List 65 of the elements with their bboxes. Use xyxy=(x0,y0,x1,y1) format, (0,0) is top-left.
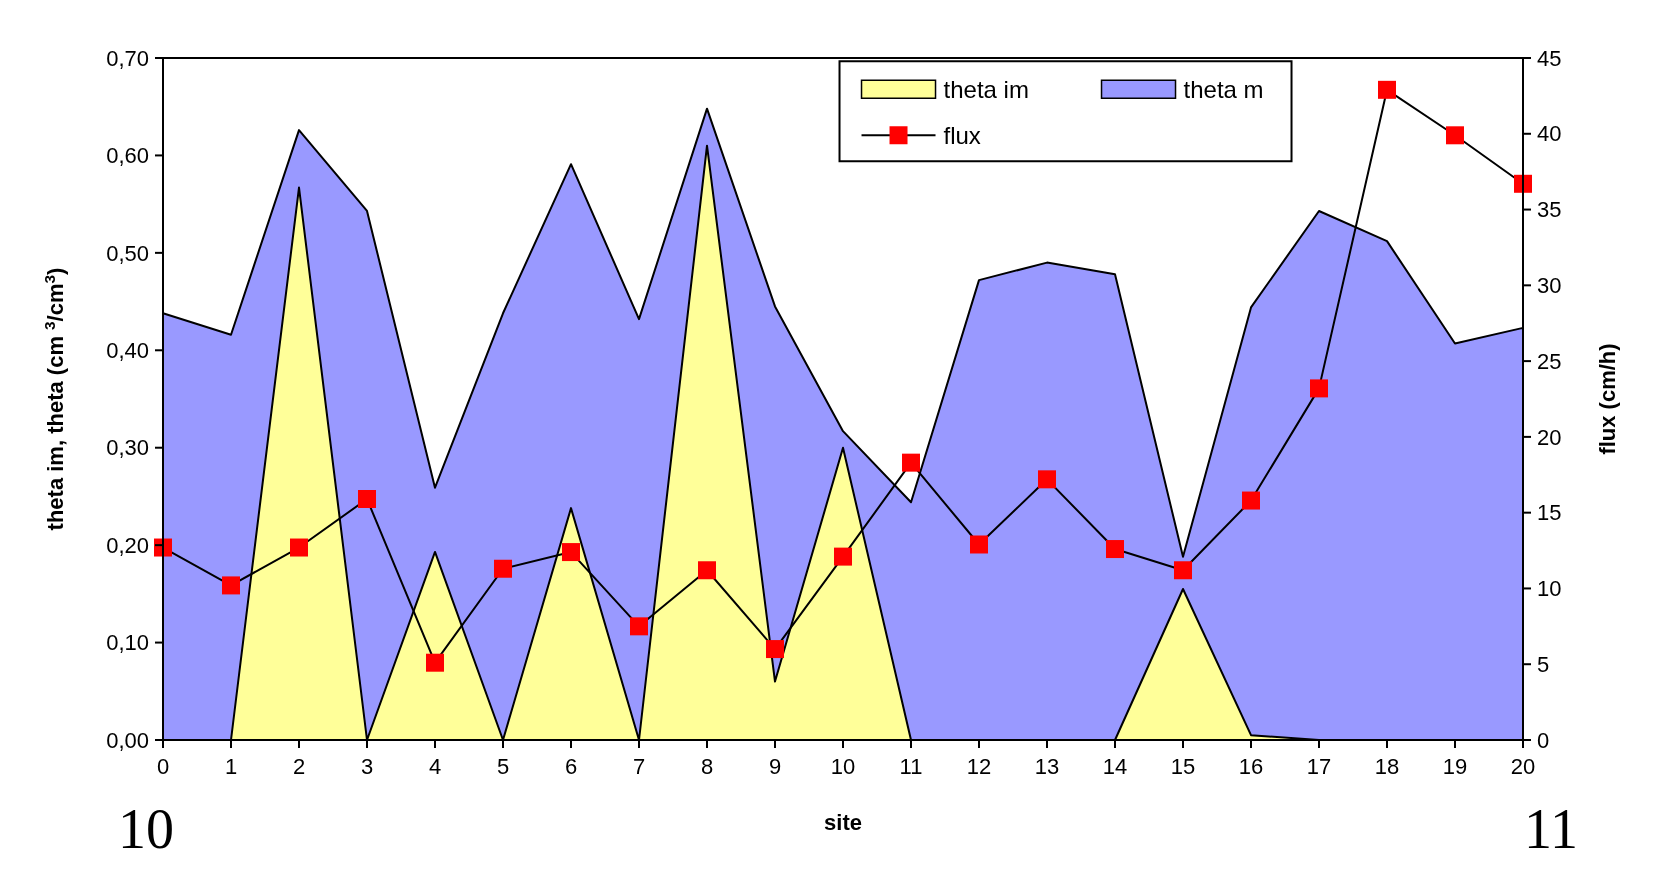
point xyxy=(426,653,444,672)
x-tick-label: 11 xyxy=(899,754,923,779)
point xyxy=(358,490,376,509)
x-tick-label: 7 xyxy=(632,754,646,779)
legend-label: theta im xyxy=(943,75,1029,103)
y2-tick-label: 5 xyxy=(1537,651,1550,677)
y2-tick-label: 15 xyxy=(1537,500,1562,526)
legend-label: flux xyxy=(943,121,981,149)
y-tick-label: 0,20 xyxy=(106,532,149,558)
x-tick-label: 14 xyxy=(1102,754,1128,779)
x-tick-label: 3 xyxy=(360,754,374,779)
y-tick-label: 0,00 xyxy=(106,727,149,753)
y2-tick-label: 0 xyxy=(1537,727,1550,753)
point xyxy=(630,617,648,636)
y2-tick-label: 25 xyxy=(1537,348,1562,374)
text: 10 xyxy=(118,798,174,860)
point xyxy=(222,576,240,595)
x-tick-label: 9 xyxy=(768,754,782,779)
x-tick-label: 1 xyxy=(224,754,238,779)
point xyxy=(1174,561,1192,580)
y2-tick-label: 30 xyxy=(1537,273,1562,299)
x-tick-label: 2 xyxy=(292,754,306,779)
y-tick-label: 0,70 xyxy=(106,45,149,71)
point xyxy=(562,543,580,562)
x-axis-title: site xyxy=(824,810,862,835)
x-tick-label: 16 xyxy=(1238,754,1264,779)
x-tick-label: 0 xyxy=(156,754,170,779)
y2-tick-label: 20 xyxy=(1537,424,1562,450)
y-tick-label: 0,60 xyxy=(106,143,149,169)
y-tick-label: 0,40 xyxy=(106,337,149,363)
y2-axis-title: flux (cm/h) xyxy=(1595,343,1620,455)
x-tick-label: 20 xyxy=(1510,754,1536,779)
x-tick-label: 18 xyxy=(1374,754,1400,779)
x-tick-label: 19 xyxy=(1442,754,1468,779)
text: 11 xyxy=(1524,798,1578,860)
y-tick-label: 0,50 xyxy=(106,240,149,266)
y2-tick-label: 10 xyxy=(1537,576,1562,602)
x-tick-label: 6 xyxy=(564,754,578,779)
point xyxy=(1242,491,1260,510)
y2-tick-label: 45 xyxy=(1537,45,1562,71)
x-tick-label: 10 xyxy=(830,754,856,779)
point xyxy=(970,535,988,554)
point xyxy=(766,640,784,659)
x-tick-label: 15 xyxy=(1170,754,1196,779)
point xyxy=(902,453,920,472)
point xyxy=(698,561,716,580)
legend-label: theta m xyxy=(1183,75,1264,103)
point xyxy=(1106,540,1124,559)
point xyxy=(290,538,308,557)
x-tick-label: 13 xyxy=(1034,754,1060,779)
y-tick-label: 0,10 xyxy=(106,630,149,656)
x-tick-label: 5 xyxy=(496,754,510,779)
x-tick-label: 4 xyxy=(428,754,442,779)
y-tick-label: 0,30 xyxy=(106,435,149,461)
x-tick-label: 8 xyxy=(700,754,714,779)
point xyxy=(1378,80,1396,99)
point xyxy=(494,559,512,578)
point xyxy=(1310,379,1328,398)
point xyxy=(834,547,852,566)
point xyxy=(1038,470,1056,489)
x-tick-label: 17 xyxy=(1306,754,1332,779)
y2-tick-label: 40 xyxy=(1537,121,1562,147)
y2-tick-label: 35 xyxy=(1537,197,1562,223)
x-tick-label: 12 xyxy=(966,754,992,779)
point xyxy=(1446,126,1464,145)
